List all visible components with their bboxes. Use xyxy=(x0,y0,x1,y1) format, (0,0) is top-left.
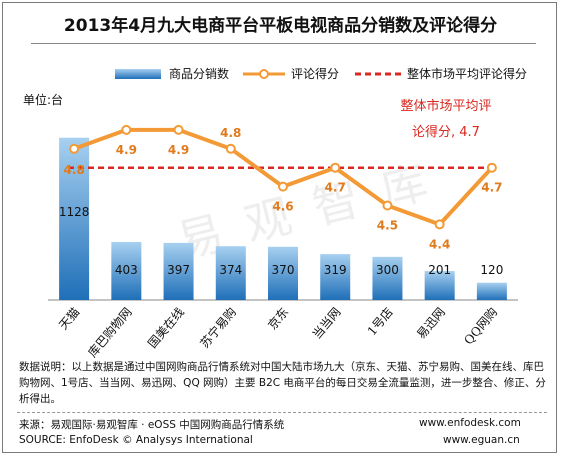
data-note: 数据说明：以上数据是通过中国网购商品行情系统对中国大陆市场九大（京东、天猫、苏宁… xyxy=(19,361,546,405)
bar-value-label-6: 300 xyxy=(376,263,399,277)
score-label-2: 4.9 xyxy=(168,143,189,157)
score-label-7: 4.4 xyxy=(429,237,450,251)
category-label-3: 苏宁易购 xyxy=(197,304,239,350)
avg-annotation-line2: 论得分, 4.7 xyxy=(412,125,480,140)
category-label-7: 易迅网 xyxy=(414,305,448,342)
score-label-4: 4.6 xyxy=(272,200,293,214)
legend-line-label: 评论得分 xyxy=(291,67,340,81)
score-point-6 xyxy=(382,200,393,211)
source-url-eguan: www.eguan.cn xyxy=(443,434,520,446)
score-point-2 xyxy=(173,124,184,135)
plot-area: 1128 天猫 403 库巴购物网 397 国美在线 374 苏宁易购 370 京东 319 当当网 3… xyxy=(48,124,518,358)
score-point-7 xyxy=(434,219,445,230)
score-label-1: 4.9 xyxy=(116,143,137,157)
legend-line-marker xyxy=(259,69,269,79)
bar-value-label-0: 1128 xyxy=(59,205,90,219)
category-label-0: 天猫 xyxy=(56,305,82,332)
legend-bar-swatch xyxy=(115,69,161,79)
category-label-2: 国美在线 xyxy=(145,305,187,351)
source-divider xyxy=(17,412,547,413)
title-divider xyxy=(31,43,536,44)
bar-value-label-5: 319 xyxy=(324,263,347,277)
score-label-5: 4.7 xyxy=(325,181,346,195)
y-axis-unit: 单位:台 xyxy=(23,93,64,107)
chart-canvas: 1128 天猫 403 库巴购物网 397 国美在线 374 苏宁易购 370 京东 319 当当网 3… xyxy=(48,69,518,358)
category-label-6: 1号店 xyxy=(365,305,396,338)
score-point-8 xyxy=(486,162,497,173)
chart-title: 2013年4月九大电商平台平板电视商品分销数及评论得分 xyxy=(63,16,498,36)
score-point-1 xyxy=(121,124,132,135)
source-cn: 来源：易观国际·易观智库 · eOSS 中国网购商品行情系统 xyxy=(19,419,285,431)
bar-0 xyxy=(59,137,90,300)
legend-bar-label: 商品分销数 xyxy=(169,67,230,81)
bar-value-label-1: 403 xyxy=(115,263,138,277)
bar-3 xyxy=(215,246,246,300)
score-label-3: 4.8 xyxy=(220,126,241,140)
category-label-4: 京东 xyxy=(265,305,291,332)
bar-value-label-8: 120 xyxy=(480,263,503,277)
bar-8 xyxy=(476,282,507,300)
bar-6 xyxy=(372,256,403,300)
bar-value-label-4: 370 xyxy=(272,263,295,277)
avg-annotation-line1: 整体市场平均评 xyxy=(400,99,492,114)
bar-value-label-2: 397 xyxy=(167,263,190,277)
source-en: SOURCE: EnfoDesk © Analysys Internationa… xyxy=(19,434,253,446)
legend-avg-label: 整体市场平均评论得分 xyxy=(407,67,528,81)
score-point-0 xyxy=(69,143,80,154)
bar-value-label-3: 374 xyxy=(219,263,242,277)
bar-value-label-7: 201 xyxy=(428,263,451,277)
bar-2 xyxy=(163,242,194,300)
bar-7 xyxy=(424,271,455,300)
chart-frame: 2013年4月九大电商平台平板电视商品分销数及评论得分 易观智库 1128 天猫 4… xyxy=(2,2,557,453)
bar-1 xyxy=(111,242,142,300)
bar-5 xyxy=(320,254,351,300)
category-label-5: 当当网 xyxy=(310,305,344,342)
score-point-5 xyxy=(330,162,341,173)
bar-4 xyxy=(268,246,298,300)
score-point-3 xyxy=(225,143,236,154)
source-url-enfodesk: www.enfodesk.com xyxy=(419,417,521,429)
score-label-8: 4.7 xyxy=(481,181,502,195)
category-label-8: QQ网购 xyxy=(461,304,501,347)
score-label-6: 4.5 xyxy=(377,219,398,233)
score-point-4 xyxy=(278,181,288,192)
category-label-1: 库巴购物网 xyxy=(85,304,135,358)
score-label-0: 4.8 xyxy=(63,163,84,177)
